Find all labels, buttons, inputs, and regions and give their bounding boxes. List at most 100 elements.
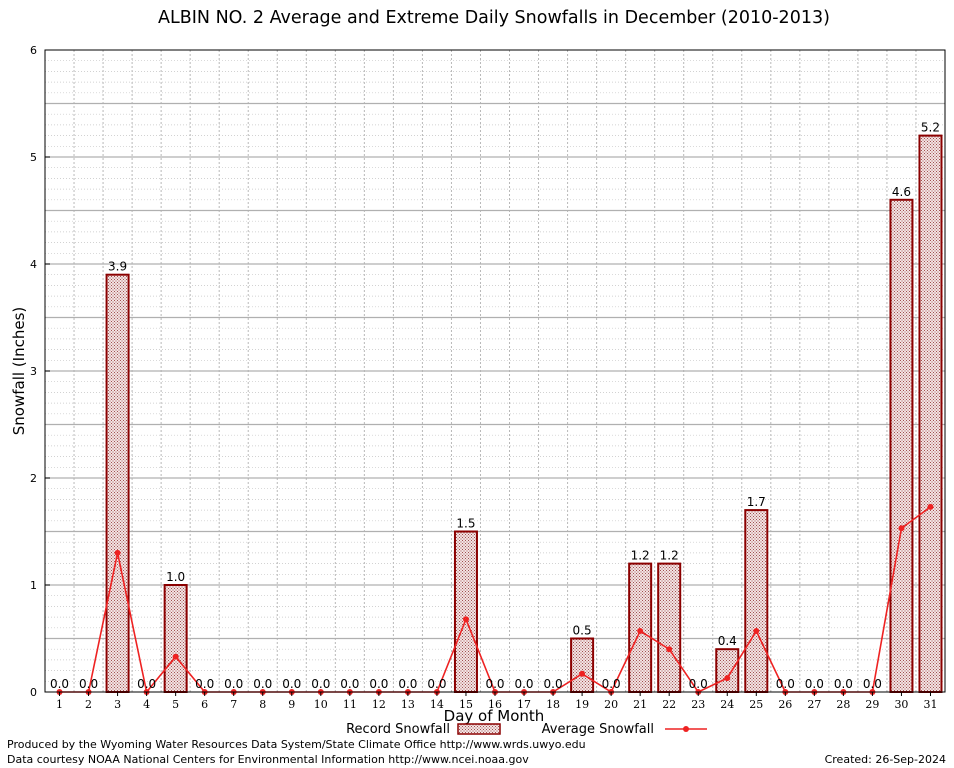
chart-title: ALBIN NO. 2 Average and Extreme Daily Sn… bbox=[158, 8, 830, 28]
bar-value-label: 1.2 bbox=[660, 549, 679, 563]
bar-value-label: 1.7 bbox=[747, 495, 766, 509]
bar-value-label: 1.0 bbox=[166, 570, 185, 584]
average-point bbox=[753, 628, 760, 635]
bar-value-label: 0.0 bbox=[369, 677, 388, 691]
average-point bbox=[666, 646, 673, 653]
average-point bbox=[462, 616, 469, 623]
x-tick-label: 14 bbox=[430, 698, 444, 711]
bar-value-label: 1.5 bbox=[456, 517, 475, 531]
x-tick-label: 19 bbox=[575, 698, 589, 711]
footer-data-courtesy: Data courtesy NOAA National Centers for … bbox=[7, 753, 529, 766]
bar-value-label: 0.0 bbox=[805, 677, 824, 691]
bar-value-label: 0.0 bbox=[340, 677, 359, 691]
x-axis-label: Day of Month bbox=[444, 707, 545, 725]
x-tick-label: 7 bbox=[230, 698, 237, 711]
x-tick-label: 12 bbox=[372, 698, 386, 711]
x-tick-label: 17 bbox=[517, 698, 531, 711]
x-tick-label: 29 bbox=[865, 698, 879, 711]
bar-value-label: 0.0 bbox=[427, 677, 446, 691]
bar-value-label: 0.0 bbox=[282, 677, 301, 691]
x-tick-label: 11 bbox=[343, 698, 357, 711]
average-line bbox=[56, 503, 934, 695]
average-point bbox=[579, 670, 586, 677]
record-bar bbox=[105, 273, 130, 693]
x-tick-label: 8 bbox=[259, 698, 266, 711]
x-tick-label: 20 bbox=[604, 698, 618, 711]
bar-value-label: 0.4 bbox=[718, 634, 737, 648]
x-tick-label: 28 bbox=[836, 698, 850, 711]
bar-value-label: 0.0 bbox=[50, 677, 69, 691]
bar-value-label: 0.0 bbox=[311, 677, 330, 691]
legend-average-label: Average Snowfall bbox=[542, 722, 654, 737]
bar-value-label: 0.0 bbox=[834, 677, 853, 691]
x-tick-label: 4 bbox=[143, 698, 150, 711]
y-tick-label: 4 bbox=[30, 258, 37, 271]
bar-value-label: 0.0 bbox=[253, 677, 272, 691]
x-tick-label: 26 bbox=[778, 698, 792, 711]
record-bar bbox=[453, 530, 478, 693]
bar-value-label: 4.6 bbox=[892, 185, 911, 199]
x-tick-label: 31 bbox=[923, 698, 937, 711]
record-bar bbox=[628, 562, 653, 693]
bar-value-label: 5.2 bbox=[921, 121, 940, 135]
record-bar bbox=[918, 134, 943, 694]
x-tick-label: 6 bbox=[201, 698, 208, 711]
y-axis-label: Snowfall (Inches) bbox=[10, 307, 28, 435]
bar-value-label: 0.5 bbox=[573, 624, 592, 638]
x-tick-label: 5 bbox=[172, 698, 179, 711]
bar-value-label: 0.0 bbox=[137, 677, 156, 691]
record-bar bbox=[657, 562, 682, 693]
average-point bbox=[637, 628, 644, 635]
x-tick-label: 18 bbox=[546, 698, 560, 711]
footer-produced-by: Produced by the Wyoming Water Resources … bbox=[7, 738, 586, 751]
legend-record-swatch bbox=[457, 723, 501, 735]
x-tick-label: 13 bbox=[401, 698, 415, 711]
x-tick-label: 9 bbox=[288, 698, 295, 711]
bar-value-label: 0.0 bbox=[79, 677, 98, 691]
bar-value-label: 0.0 bbox=[514, 677, 533, 691]
bar-value-label: 3.9 bbox=[108, 260, 127, 274]
footer-created-date: Created: 26-Sep-2024 bbox=[824, 753, 946, 766]
average-point bbox=[724, 675, 731, 682]
bar-value-label: 0.0 bbox=[776, 677, 795, 691]
x-tick-label: 10 bbox=[314, 698, 328, 711]
x-tick-label: 27 bbox=[807, 698, 821, 711]
x-tick-label: 21 bbox=[633, 698, 647, 711]
average-point bbox=[114, 549, 121, 556]
bar-value-label: 0.0 bbox=[863, 677, 882, 691]
x-tick-label: 3 bbox=[114, 698, 121, 711]
bar-value-labels: 0.0 0.0 3.9 0.0 1.0 0.0 0.0 0.0 0.0 0.0 0.0 0.0 0.0 0… bbox=[50, 121, 940, 691]
y-tick-label: 6 bbox=[30, 44, 37, 57]
y-tick-label: 5 bbox=[30, 151, 37, 164]
x-tick-label: 16 bbox=[488, 698, 502, 711]
grid bbox=[45, 50, 945, 692]
legend-record-label: Record Snowfall bbox=[346, 722, 450, 737]
x-tick-label: 15 bbox=[459, 698, 473, 711]
x-tick-label: 22 bbox=[662, 698, 676, 711]
x-tick-label: 24 bbox=[720, 698, 734, 711]
bar-value-label: 0.0 bbox=[398, 677, 417, 691]
bar-value-label: 0.0 bbox=[224, 677, 243, 691]
record-bar bbox=[715, 648, 740, 694]
y-tick-label: 3 bbox=[30, 365, 37, 378]
y-tick-label: 1 bbox=[30, 579, 37, 592]
record-bar bbox=[570, 637, 595, 693]
record-bars bbox=[105, 134, 943, 694]
bar-value-label: 0.0 bbox=[485, 677, 504, 691]
bar-value-label: 0.0 bbox=[544, 677, 563, 691]
legend: Record Snowfall Average Snowfall bbox=[346, 722, 707, 737]
x-tick-label: 25 bbox=[749, 698, 763, 711]
bar-value-label: 0.0 bbox=[602, 677, 621, 691]
x-tick-label: 30 bbox=[894, 698, 908, 711]
record-bar bbox=[744, 509, 769, 693]
y-axis-ticks: 0 1 2 3 4 5 6 bbox=[30, 44, 50, 699]
record-bar bbox=[889, 198, 914, 694]
y-tick-label: 2 bbox=[30, 472, 37, 485]
bar-value-label: 1.2 bbox=[631, 549, 650, 563]
x-axis-ticks: 1 2 3 4 5 6 7 8 9 10 11 12 13 14 15 16 17 18 19 20 21 22 23 24 2… bbox=[56, 692, 937, 711]
x-tick-label: 2 bbox=[85, 698, 92, 711]
average-point bbox=[172, 653, 179, 660]
y-tick-label: 0 bbox=[30, 686, 37, 699]
x-tick-label: 1 bbox=[56, 698, 63, 711]
